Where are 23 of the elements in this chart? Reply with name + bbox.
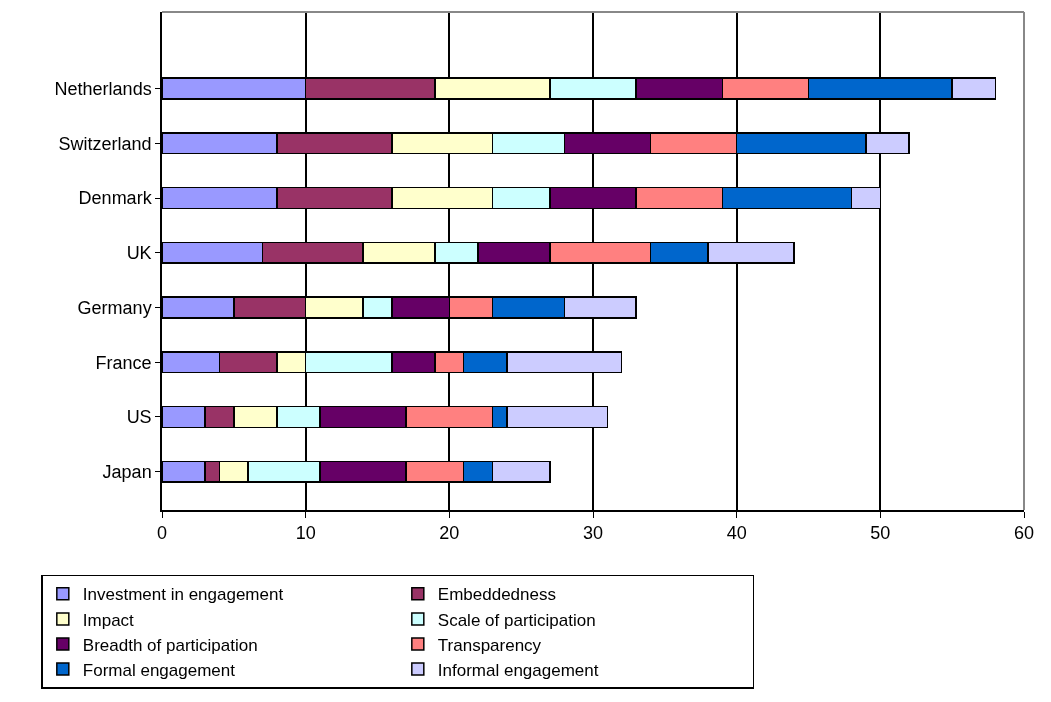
legend-label: Informal engagement xyxy=(437,660,599,680)
x-tick-label: 60 xyxy=(1013,523,1035,544)
legend-label: Formal engagement xyxy=(82,660,236,680)
y-tick-label: Netherlands xyxy=(54,78,152,99)
x-tick-label: 50 xyxy=(870,523,891,544)
legend-label: Embeddedness xyxy=(437,585,556,605)
legend-label: Breadth of participation xyxy=(82,635,258,655)
y-tick-label: Switzerland xyxy=(58,133,152,154)
y-tick-label: Denmark xyxy=(78,188,153,209)
legend-label: Investment in engagement xyxy=(82,585,284,605)
y-tick-label: UK xyxy=(126,243,152,264)
y-tick-label: US xyxy=(126,407,152,428)
y-tick-label: Germany xyxy=(77,297,152,318)
y-tick-label: Japan xyxy=(102,461,152,482)
x-tick-label: 0 xyxy=(156,523,168,544)
legend-label: Transparency xyxy=(437,635,542,655)
x-tick-label: 20 xyxy=(439,523,460,544)
x-tick-label: 40 xyxy=(726,523,747,544)
x-tick-label: 10 xyxy=(295,523,316,544)
legend-label: Impact xyxy=(82,610,135,630)
legend-label: Scale of participation xyxy=(437,610,596,630)
x-tick-label: 30 xyxy=(582,523,604,544)
y-tick-label: France xyxy=(95,352,152,373)
